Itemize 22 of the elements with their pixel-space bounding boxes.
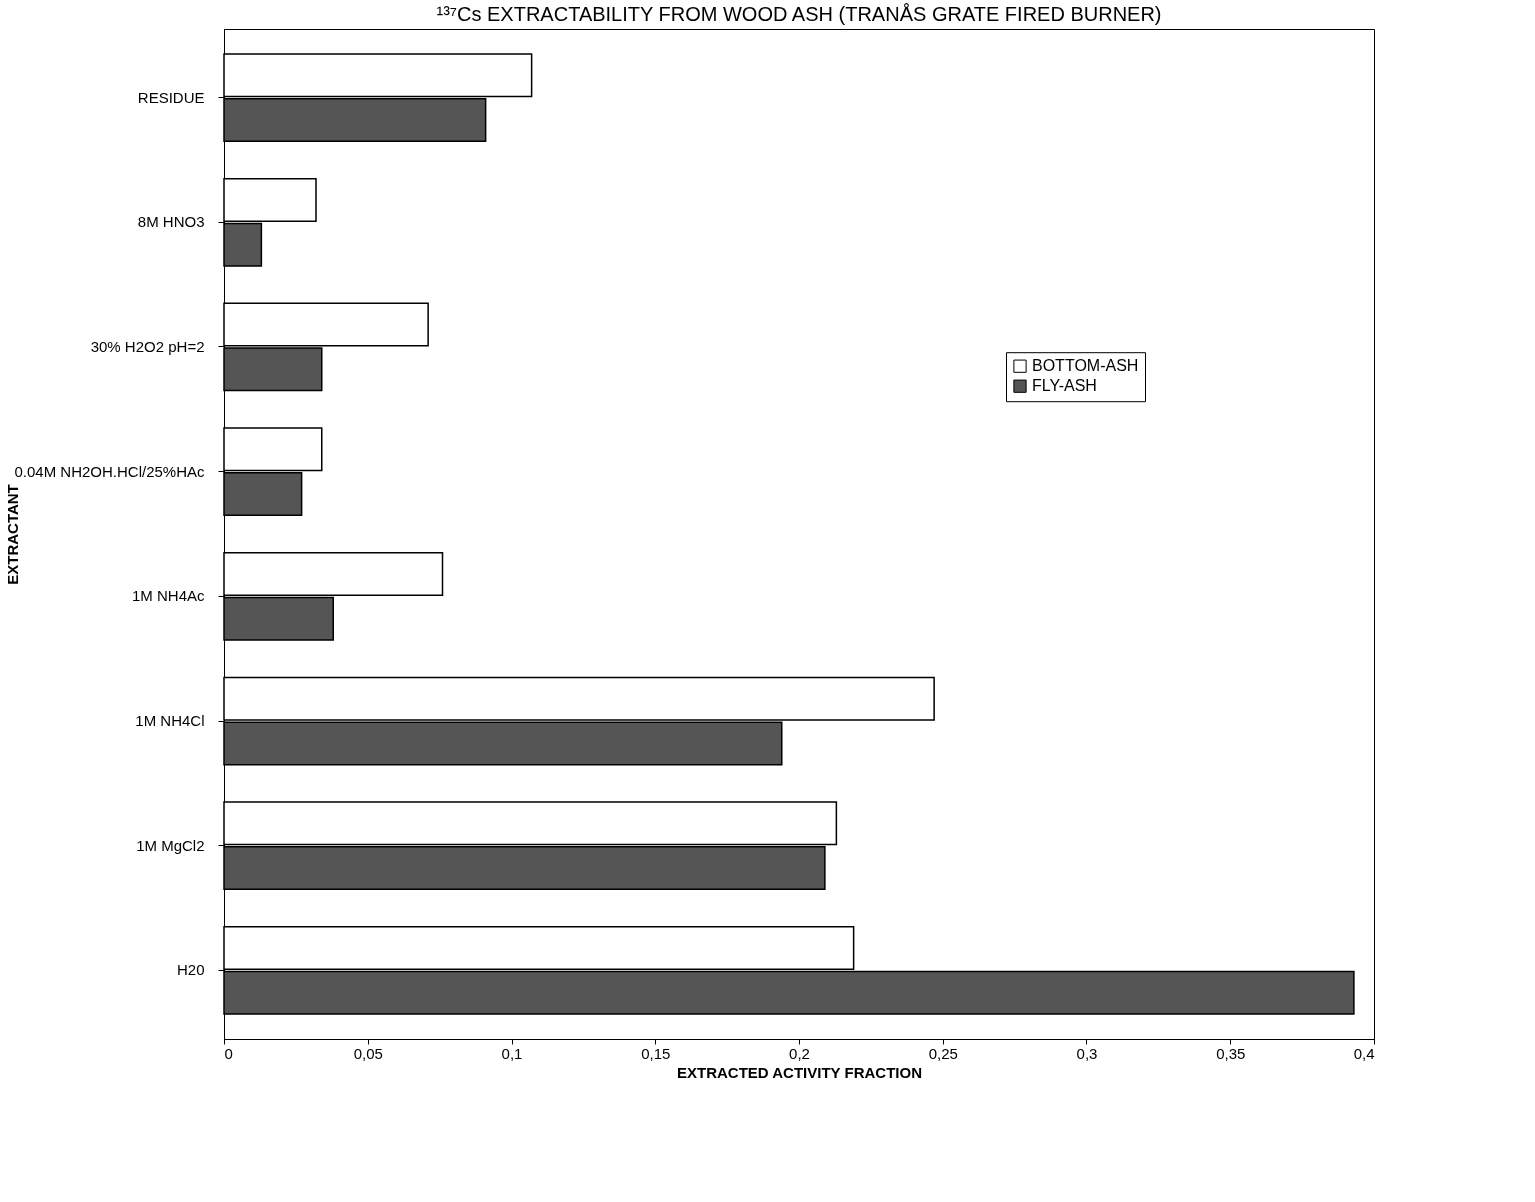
y-tick-label: 8M HNO3 [137, 213, 205, 231]
y-tick-label: 1M NH4Cl [135, 712, 205, 730]
legend-label: FLY-ASH [1032, 377, 1097, 395]
y-tick-label: 1M MgCl2 [136, 836, 205, 854]
x-tick-label: 0,4 [1353, 1044, 1375, 1062]
x-tick-label: 0,1 [501, 1044, 523, 1062]
chart-title: ¹³⁷Cs EXTRACTABILITY FROM WOOD ASH (TRANÅS GRATE FIRED BURNER) [436, 3, 1162, 25]
x-tick-label: 0,35 [1216, 1044, 1246, 1062]
y-tick-label: H20 [176, 961, 205, 979]
y-tick-label: 0.04M NH2OH.HCl/25%HAc [14, 462, 205, 480]
legend-label: BOTTOM-ASH [1032, 357, 1139, 375]
x-tick-label: 0,3 [1076, 1044, 1098, 1062]
y-tick-label: RESIDUE [137, 88, 205, 106]
y-tick-label: 1M NH4Ac [131, 587, 205, 605]
x-tick-label: 0,15 [641, 1044, 671, 1062]
x-tick-label: 0,05 [353, 1044, 383, 1062]
x-tick-label: 0,25 [928, 1044, 958, 1062]
y-tick-label: 30% H2O2 pH=2 [90, 337, 205, 355]
x-tick-label: 0 [224, 1044, 233, 1062]
x-tick-label: 0,2 [789, 1044, 810, 1062]
x-axis-title: EXTRACTED ACTIVITY FRACTION [676, 1063, 923, 1081]
y-axis-title: EXTRACTANT [3, 484, 21, 585]
